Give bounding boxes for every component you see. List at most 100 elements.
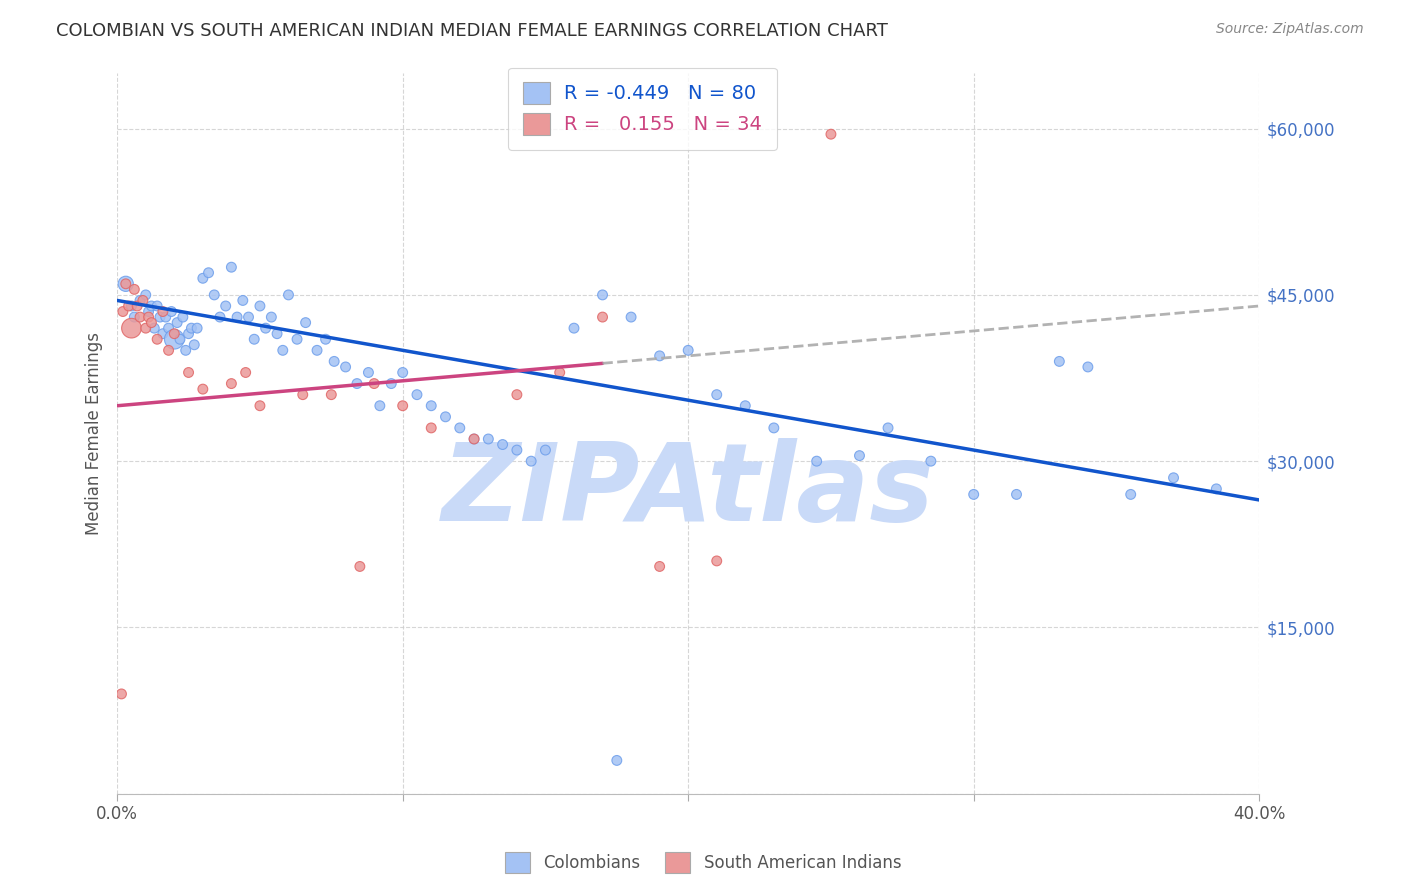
Point — [706, 387, 728, 401]
Point — [706, 554, 728, 568]
Point — [117, 299, 139, 313]
Point — [202, 288, 225, 302]
Point — [592, 288, 614, 302]
Point — [291, 387, 314, 401]
Point — [226, 310, 249, 324]
Point — [1205, 482, 1227, 496]
Text: COLOMBIAN VS SOUTH AMERICAN INDIAN MEDIAN FEMALE EARNINGS CORRELATION CHART: COLOMBIAN VS SOUTH AMERICAN INDIAN MEDIA… — [56, 22, 889, 40]
Point — [420, 421, 443, 435]
Point — [520, 454, 543, 468]
Point — [391, 399, 413, 413]
Point — [121, 321, 143, 335]
Point — [208, 310, 231, 324]
Point — [391, 366, 413, 380]
Point — [368, 399, 391, 413]
Point — [121, 299, 143, 313]
Point — [129, 310, 152, 324]
Point — [1047, 354, 1070, 368]
Point — [180, 321, 202, 335]
Point — [491, 437, 513, 451]
Point — [232, 293, 254, 308]
Point — [191, 382, 214, 396]
Point — [1163, 471, 1185, 485]
Point — [648, 349, 671, 363]
Point — [363, 376, 385, 391]
Point — [734, 399, 756, 413]
Point — [135, 288, 157, 302]
Point — [249, 399, 271, 413]
Point — [174, 343, 197, 358]
Point — [114, 277, 136, 291]
Point — [349, 559, 371, 574]
Point — [620, 310, 643, 324]
Point — [215, 299, 238, 313]
Point — [149, 310, 172, 324]
Point — [243, 332, 266, 346]
Point — [335, 359, 357, 374]
Point — [315, 332, 337, 346]
Point — [183, 338, 205, 352]
Point — [152, 326, 174, 341]
Point — [186, 321, 208, 335]
Point — [124, 310, 146, 324]
Point — [146, 332, 169, 346]
Point — [434, 409, 457, 424]
Point — [157, 321, 180, 335]
Point — [463, 432, 485, 446]
Point — [648, 559, 671, 574]
Point — [152, 304, 174, 318]
Point — [155, 310, 177, 324]
Point — [177, 326, 200, 341]
Point — [323, 354, 346, 368]
Point — [254, 321, 277, 335]
Point — [592, 310, 614, 324]
Point — [463, 432, 485, 446]
Point — [506, 387, 529, 401]
Point — [197, 266, 219, 280]
Point — [111, 304, 134, 318]
Point — [163, 332, 186, 346]
Point — [506, 443, 529, 458]
Point — [146, 299, 169, 313]
Legend: Colombians, South American Indians: Colombians, South American Indians — [498, 846, 908, 880]
Point — [548, 366, 571, 380]
Point — [534, 443, 557, 458]
Point — [141, 316, 163, 330]
Point — [420, 399, 443, 413]
Point — [1077, 359, 1099, 374]
Point — [380, 376, 402, 391]
Point — [449, 421, 471, 435]
Point — [172, 310, 194, 324]
Point — [277, 288, 299, 302]
Point — [235, 366, 257, 380]
Point — [221, 376, 243, 391]
Y-axis label: Median Female Earnings: Median Female Earnings — [86, 332, 103, 535]
Point — [271, 343, 294, 358]
Point — [820, 127, 842, 141]
Point — [166, 316, 188, 330]
Point — [963, 487, 986, 501]
Point — [346, 376, 368, 391]
Point — [920, 454, 942, 468]
Point — [1119, 487, 1142, 501]
Point — [1005, 487, 1028, 501]
Text: ZIPAtlas: ZIPAtlas — [441, 438, 935, 544]
Point — [877, 421, 900, 435]
Point — [321, 387, 343, 401]
Legend: R = -0.449   N = 80, R =   0.155   N = 34: R = -0.449 N = 80, R = 0.155 N = 34 — [509, 68, 776, 150]
Point — [676, 343, 699, 358]
Point — [157, 343, 180, 358]
Point — [848, 449, 870, 463]
Point — [160, 304, 183, 318]
Point — [114, 277, 136, 291]
Point — [806, 454, 828, 468]
Point — [285, 332, 308, 346]
Point — [762, 421, 785, 435]
Point — [406, 387, 429, 401]
Text: Source: ZipAtlas.com: Source: ZipAtlas.com — [1216, 22, 1364, 37]
Point — [305, 343, 328, 358]
Point — [127, 299, 149, 313]
Point — [221, 260, 243, 275]
Point — [138, 310, 160, 324]
Point — [169, 332, 191, 346]
